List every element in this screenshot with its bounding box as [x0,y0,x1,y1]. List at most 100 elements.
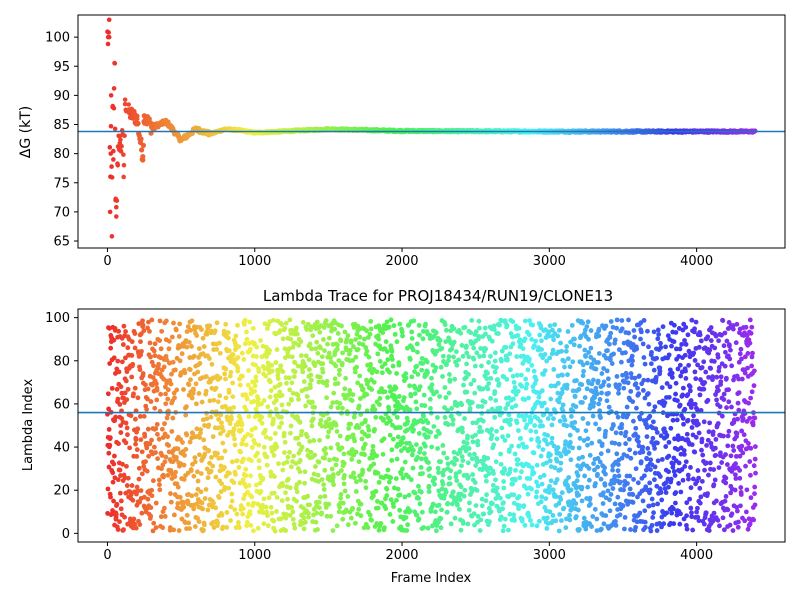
data-point [294,331,300,337]
data-point [438,364,444,370]
data-point [493,398,499,403]
data-point [557,395,563,401]
data-point [459,454,465,460]
data-point [575,463,581,469]
data-point [601,379,607,385]
data-point [183,404,189,410]
data-point [230,352,236,358]
data-point [248,473,253,479]
data-point [646,451,652,456]
data-point [268,436,273,442]
data-point [512,385,518,390]
data-point [275,369,281,375]
data-point [414,363,419,369]
data-point [305,493,311,499]
data-point [280,483,285,489]
data-point [313,464,318,469]
data-point [289,380,295,386]
data-point [628,527,633,532]
data-point [287,512,293,518]
data-point [106,427,112,432]
data-point [153,426,159,432]
data-point [390,363,396,369]
data-point [118,423,124,428]
data-point [627,447,633,453]
data-point [253,374,259,380]
data-point [196,346,202,352]
data-point [125,475,131,481]
data-point [135,426,141,432]
data-point [335,471,341,476]
data-point [512,477,518,483]
data-point [466,446,472,451]
data-point [491,442,497,448]
data-point [640,388,646,393]
data-point [580,454,585,460]
data-point [580,373,586,379]
data-point [747,415,752,421]
data-point [418,489,424,495]
data-point [291,453,297,459]
data-point [307,385,313,391]
data-point [666,394,672,400]
data-point [385,467,391,473]
data-point [438,525,444,531]
data-point [597,459,603,465]
data-point [730,528,736,533]
data-point [447,475,453,481]
data-point [581,368,586,374]
data-point [492,350,498,356]
data-point [231,426,237,432]
data-point [522,522,528,528]
data-point [192,459,198,465]
data-point [526,395,531,401]
data-point [499,318,505,324]
data-point [277,389,283,395]
data-point [405,419,411,424]
data-point [735,416,740,422]
data-point [124,483,130,488]
data-point [559,490,565,496]
data-point [689,442,695,448]
data-point [615,494,621,500]
data-point [406,492,412,498]
data-point [316,459,322,465]
data-point [309,423,315,429]
data-point [708,366,714,371]
data-point [220,440,226,446]
data-point [299,428,305,434]
data-point [255,396,261,402]
data-point [454,403,460,408]
data-point [243,466,249,472]
data-point [603,323,609,329]
data-point [478,517,484,523]
data-point [134,116,140,122]
data-point [322,455,328,461]
data-point [675,366,681,372]
data-point [108,151,113,156]
data-point [747,459,753,464]
data-point [650,515,656,520]
data-point [246,414,252,419]
data-point [572,336,577,342]
data-point [558,340,563,346]
data-point [282,450,287,455]
data-point [550,327,555,333]
data-point [108,494,113,500]
data-point [344,337,350,342]
data-point [371,379,377,385]
data-point [139,348,144,354]
data-point [544,515,550,521]
data-point [389,447,395,453]
data-point [116,441,121,447]
data-point [743,509,749,515]
data-point [136,465,142,471]
data-point [677,402,683,408]
data-point [730,323,736,328]
data-point [253,378,259,384]
data-point [539,388,545,394]
data-point [534,523,540,529]
data-point [698,408,704,413]
data-point [321,487,327,492]
data-point [155,456,161,462]
